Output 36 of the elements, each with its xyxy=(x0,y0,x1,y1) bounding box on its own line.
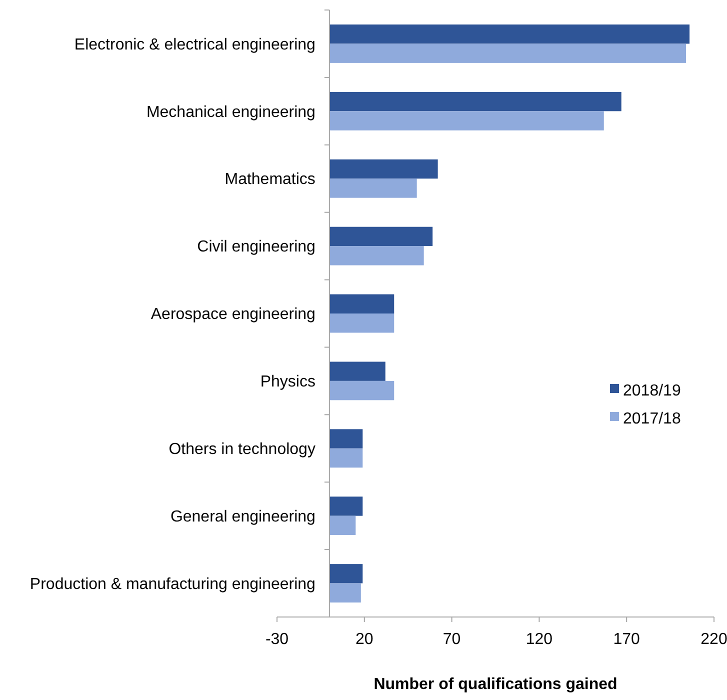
bar xyxy=(329,380,394,400)
bar xyxy=(329,178,417,198)
y-tick-label: Civil engineering xyxy=(197,238,316,256)
y-tick-label: Others in technology xyxy=(168,440,316,458)
bar xyxy=(329,516,356,536)
y-tick-label: Mathematics xyxy=(224,171,316,188)
y-tick-label: Mechanical engineering xyxy=(146,104,316,121)
bar xyxy=(329,314,394,333)
x-tick-label: 170 xyxy=(613,631,640,648)
x-tick-label: 20 xyxy=(356,631,374,648)
bar xyxy=(329,226,433,246)
y-tick-label: Electronic & electrical engineering xyxy=(74,36,316,54)
legend-label: 2018/19 xyxy=(623,382,681,400)
y-tick-label: Physics xyxy=(260,374,316,391)
x-tick-label: -30 xyxy=(265,631,289,648)
x-axis-title: Number of qualifications gained xyxy=(374,676,618,693)
bar xyxy=(329,564,363,584)
bar xyxy=(329,496,363,516)
bar xyxy=(329,111,604,130)
x-tick-label: 70 xyxy=(442,631,461,648)
bar xyxy=(329,294,394,314)
x-tick-label: 220 xyxy=(700,631,727,648)
bar xyxy=(329,429,363,448)
bar xyxy=(329,583,361,602)
y-tick-label: Aerospace engineering xyxy=(150,306,316,324)
bar xyxy=(329,24,690,44)
bar xyxy=(329,448,363,468)
bar xyxy=(329,159,438,179)
bar xyxy=(329,246,424,266)
y-tick-label: Production & manufacturing engineering xyxy=(30,576,316,593)
y-tick-label: General engineering xyxy=(170,508,316,526)
bar xyxy=(329,92,622,112)
legend-label: 2017/18 xyxy=(623,410,681,428)
x-tick-label: 120 xyxy=(526,631,553,648)
bar xyxy=(329,362,386,381)
bar xyxy=(329,44,686,63)
